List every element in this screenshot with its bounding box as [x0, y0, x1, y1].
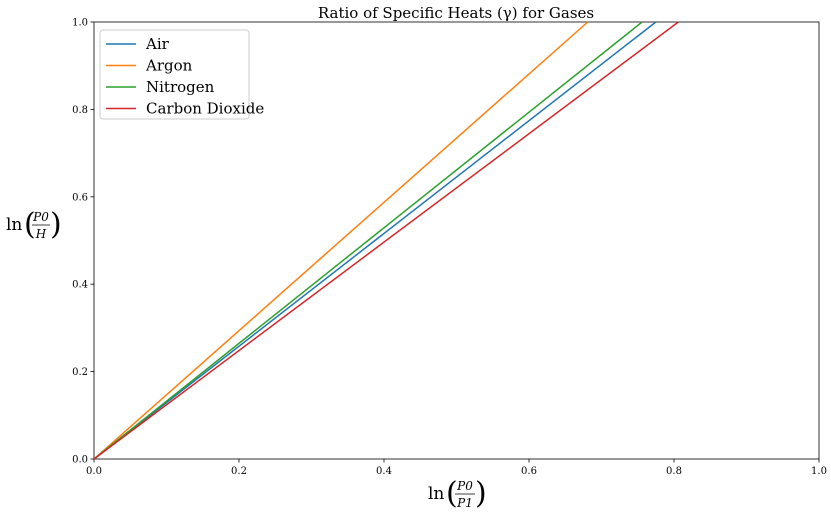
y-axis-label: ln ( P0 H ) [6, 207, 62, 242]
x-tick-label: 0.8 [666, 466, 682, 477]
y-tick-label: 0.2 [72, 367, 88, 378]
y-axis-label-num: P0 [32, 210, 49, 224]
y-axis-ticks: 0.0 0.2 0.4 0.6 0.8 1.0 [72, 18, 94, 466]
x-axis-label-rparen: ) [475, 476, 487, 511]
y-tick-label: 0.4 [72, 280, 88, 291]
legend: Air Argon Nitrogen Carbon Dioxide [99, 29, 264, 120]
x-tick-label: 0.6 [521, 466, 537, 477]
chart-title: Ratio of Specific Heats (γ) for Gases [318, 4, 594, 22]
y-tick-label: 0.0 [72, 455, 88, 466]
x-axis-ticks: 0.0 0.2 0.4 0.6 0.8 1.0 [86, 459, 827, 477]
series-line-air [93, 21, 657, 460]
x-axis-label-num: P0 [456, 479, 473, 493]
x-tick-label: 0.0 [86, 466, 102, 477]
x-tick-label: 0.2 [231, 466, 247, 477]
series-line-argon [93, 21, 589, 460]
x-axis-label-lparen: ( [446, 476, 458, 511]
plot-frame [93, 21, 820, 460]
plot-area [93, 21, 820, 460]
legend-label-nitrogen: Nitrogen [146, 78, 215, 96]
y-tick-label: 0.6 [72, 192, 88, 203]
y-tick-label: 1.0 [72, 18, 88, 29]
legend-label-carbon-dioxide: Carbon Dioxide [146, 100, 264, 118]
x-tick-label: 0.4 [376, 466, 392, 477]
legend-label-argon: Argon [145, 57, 193, 75]
y-tick-label: 0.8 [72, 105, 88, 116]
series-lines [93, 21, 679, 460]
x-axis-label-den: P1 [456, 496, 473, 510]
x-tick-label: 1.0 [811, 466, 827, 477]
y-axis-label-den: H [35, 227, 47, 241]
y-axis-label-lparen: ( [24, 207, 36, 242]
x-axis-label: ln ( P0 P1 ) [428, 476, 487, 511]
y-axis-label-rparen: ) [50, 207, 62, 242]
legend-label-air: Air [145, 35, 170, 53]
x-axis-label-fn: ln [428, 484, 444, 504]
series-line-nitrogen [93, 21, 643, 460]
legend-frame [99, 29, 250, 120]
y-axis-label-fn: ln [6, 215, 22, 235]
series-line-carbon-dioxide [93, 21, 679, 460]
